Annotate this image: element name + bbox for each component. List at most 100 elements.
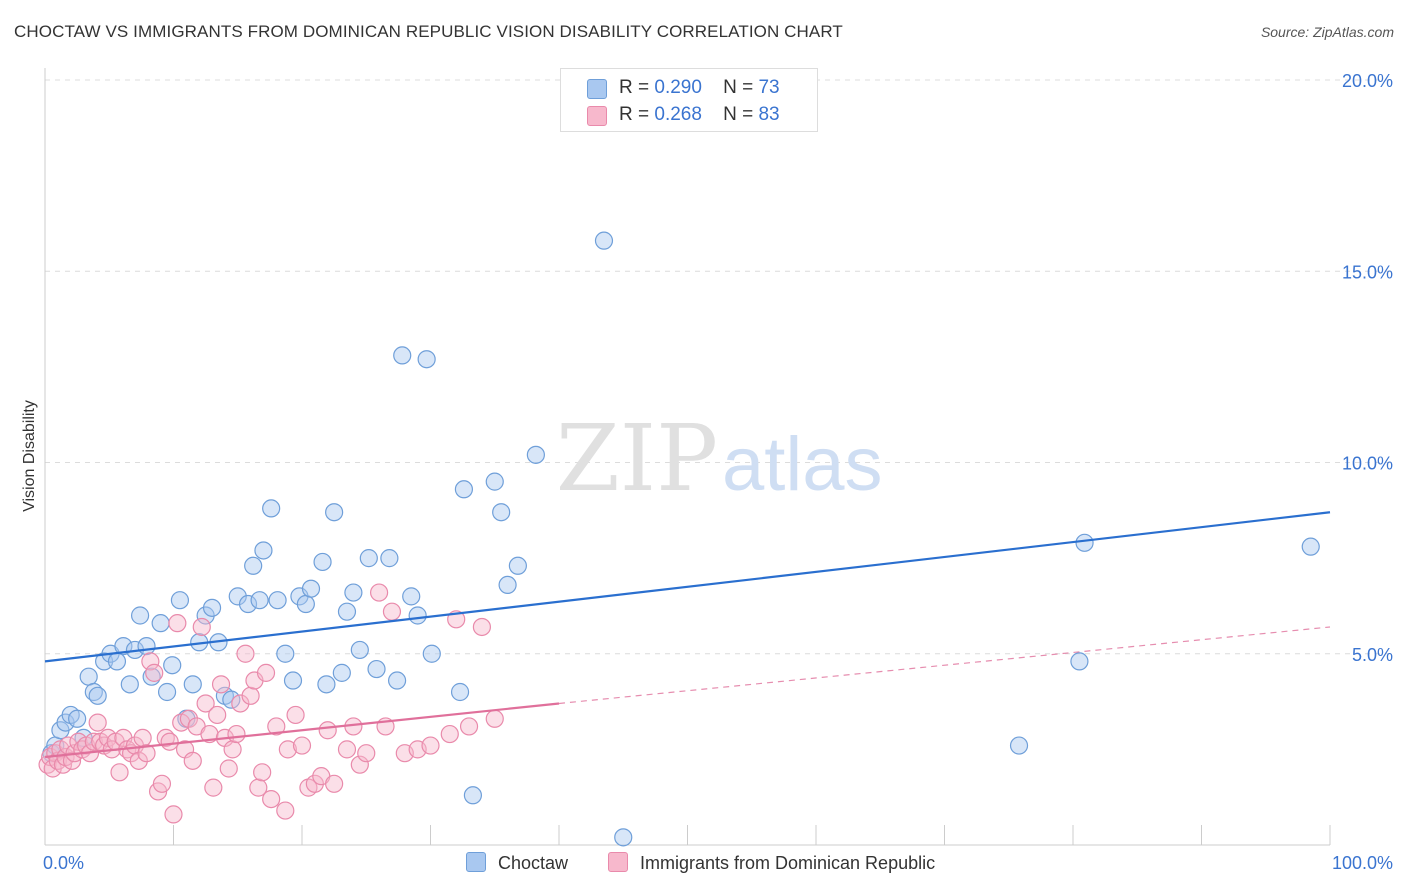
data-point xyxy=(485,472,504,491)
data-point xyxy=(440,724,459,744)
data-point xyxy=(200,724,219,744)
data-point xyxy=(250,591,269,610)
x-tick-label: 100.0% xyxy=(1332,853,1393,873)
data-point xyxy=(256,663,276,682)
data-point xyxy=(244,556,263,575)
legend-n-value: 83 xyxy=(758,104,780,125)
data-point xyxy=(459,717,479,736)
data-point xyxy=(157,682,177,702)
data-points xyxy=(38,231,1320,847)
data-point xyxy=(141,652,160,671)
data-point xyxy=(492,503,511,522)
data-point xyxy=(344,583,363,602)
data-point xyxy=(402,587,421,606)
data-point xyxy=(301,579,321,598)
data-point xyxy=(1301,537,1320,556)
data-point xyxy=(278,740,297,759)
bottom-legend-label-choctaw: Choctaw xyxy=(498,853,569,873)
data-point xyxy=(508,556,527,575)
data-point xyxy=(227,724,246,744)
watermark-atlas: atlas xyxy=(722,422,883,507)
data-point xyxy=(249,778,268,797)
data-point xyxy=(236,644,255,663)
trend-line-choctaw xyxy=(44,511,1331,663)
legend-n-value: 73 xyxy=(758,77,780,98)
data-point xyxy=(325,503,344,522)
source-label: Source: ZipAtlas.com xyxy=(1260,24,1394,40)
axes xyxy=(44,68,1331,846)
y-tick-label: 20.0% xyxy=(1342,71,1393,91)
data-point xyxy=(350,755,369,774)
data-point xyxy=(183,675,202,694)
data-point xyxy=(286,705,305,725)
data-point xyxy=(357,744,376,763)
data-point xyxy=(276,644,295,663)
data-point xyxy=(129,751,148,770)
data-point xyxy=(614,828,633,847)
data-point xyxy=(421,736,440,755)
y-tick-label: 5.0% xyxy=(1352,645,1393,665)
data-point xyxy=(408,606,427,625)
data-point xyxy=(325,774,344,793)
data-point xyxy=(267,717,286,736)
data-point xyxy=(370,583,389,602)
data-point xyxy=(110,763,129,782)
bottom-legend-dominican: Immigrants from Dominican Republic xyxy=(608,852,935,874)
data-point xyxy=(262,499,281,518)
data-point xyxy=(228,587,247,606)
data-point xyxy=(164,805,183,824)
data-point xyxy=(254,541,273,560)
data-point xyxy=(151,614,170,633)
data-point xyxy=(318,721,337,740)
axis-labels: 5.0% 10.0% 15.0% 20.0% 0.0% 100.0% Vision Disa… xyxy=(21,71,1393,873)
correlation-legend: R = 0.290 N = 73 R = 0.268 N = 83 xyxy=(560,68,818,132)
trend-line-dominican xyxy=(44,702,560,759)
data-point xyxy=(350,640,369,660)
data-point xyxy=(283,671,303,690)
data-point xyxy=(170,591,190,610)
bottom-legend-label-dominican: Immigrants from Dominican Republic xyxy=(640,853,936,873)
data-point xyxy=(276,801,295,820)
data-point xyxy=(359,549,378,568)
data-point xyxy=(192,617,211,637)
data-point xyxy=(223,740,242,759)
x-tick-label: 0.0% xyxy=(43,853,84,873)
data-point xyxy=(88,713,107,732)
data-point xyxy=(380,549,399,568)
data-point xyxy=(183,751,202,770)
data-point xyxy=(296,594,315,614)
data-point xyxy=(337,602,357,621)
data-point xyxy=(313,552,332,572)
data-point xyxy=(204,778,223,797)
trend-line-dashed xyxy=(558,626,1331,705)
data-point xyxy=(120,675,139,694)
data-point xyxy=(208,705,227,725)
y-axis-label: Vision Disability xyxy=(21,400,38,512)
data-point xyxy=(107,652,127,671)
watermark-zip: ZIP xyxy=(556,405,718,512)
legend-swatch-choctaw xyxy=(587,79,607,99)
chart-title: CHOCTAW VS IMMIGRANTS FROM DOMINICAN REP… xyxy=(14,22,843,41)
legend-r-value: 0.268 xyxy=(654,104,702,125)
data-point xyxy=(292,736,312,755)
data-point xyxy=(422,644,441,663)
data-point xyxy=(238,594,258,614)
bottom-legend-swatch-choctaw xyxy=(466,852,486,872)
data-point xyxy=(219,759,238,778)
data-point xyxy=(1075,533,1094,552)
data-point xyxy=(393,346,412,365)
data-point xyxy=(152,774,172,793)
bottom-legend-choctaw: Choctaw xyxy=(466,852,568,874)
data-point xyxy=(382,602,402,621)
data-point xyxy=(211,675,231,694)
legend-r-value: 0.290 xyxy=(654,77,702,98)
legend-n-label: N = xyxy=(723,104,754,125)
data-point xyxy=(231,694,250,713)
data-point xyxy=(268,591,287,610)
data-point xyxy=(163,656,182,675)
data-point xyxy=(222,690,241,709)
data-point xyxy=(145,663,164,682)
data-point xyxy=(168,614,187,633)
legend-n-label: N = xyxy=(723,77,754,98)
